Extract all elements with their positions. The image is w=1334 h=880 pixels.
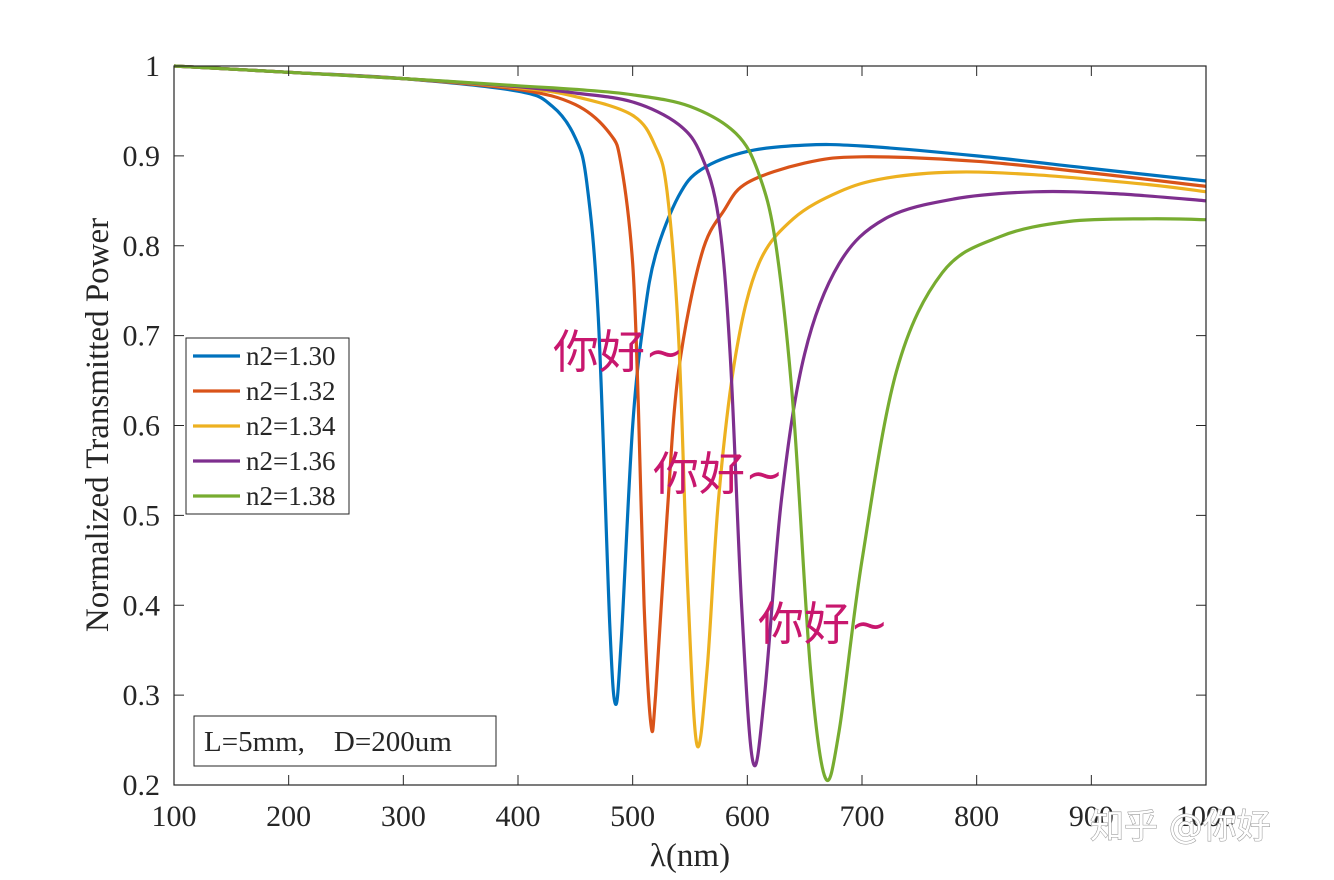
x-tick-label: 600 (725, 800, 770, 833)
y-tick-label: 0.9 (123, 140, 161, 173)
x-tick-label: 300 (381, 800, 426, 833)
series-line-1 (173, 64, 1207, 706)
y-tick-label: 1 (145, 50, 160, 83)
x-tick-label: 200 (266, 800, 311, 833)
watermark: 知乎 @你好 (1090, 807, 1271, 847)
y-tick-label: 0.7 (123, 320, 161, 353)
x-tick-label: 700 (840, 800, 885, 833)
x-tick-label: 400 (496, 800, 541, 833)
x-ticks: 100 200 300 400 500 600 700 800 900 1000 (152, 66, 1236, 833)
x-axis-label: λ(nm) (650, 838, 730, 874)
series-line-5 (173, 64, 1207, 782)
y-tick-label: 0.2 (123, 769, 161, 802)
y-tick-label: 0.8 (123, 230, 161, 263)
y-axis-label: Normalized Transmitted Power (80, 218, 116, 632)
annotation-box (193, 715, 497, 767)
y-tick-label: 0.5 (123, 499, 161, 532)
overlay-note-3: 你好~ (758, 597, 889, 651)
x-tick-label: 1000 (1176, 800, 1236, 833)
y-tick-label: 0.4 (123, 589, 161, 622)
series-line-2 (173, 64, 1207, 733)
y-ticks: 0.2 0.3 0.4 0.5 0.6 0.7 0.8 0.9 1 (123, 50, 1206, 802)
annotation-text: L=5mm, D=200um (204, 726, 452, 758)
legend-label: n2=1.38 (246, 481, 335, 511)
x-tick-label: 100 (152, 800, 197, 833)
y-tick-label: 0.3 (123, 679, 161, 712)
legend-label: n2=1.36 (246, 446, 335, 476)
series-layer (173, 64, 1207, 782)
x-tick-label: 800 (954, 800, 999, 833)
legend: n2=1.30 n2=1.32 n2=1.34 n2=1.36 n2=1.38 (185, 337, 350, 515)
x-tick-label: 500 (610, 800, 655, 833)
overlay-note-2: 你好~ (653, 447, 784, 501)
legend-label: n2=1.34 (246, 411, 336, 441)
parameter-annotation: L=5mm, D=200um (193, 715, 497, 767)
y-tick-label: 0.6 (123, 410, 161, 443)
legend-label: n2=1.30 (246, 341, 335, 371)
overlay-note-1: 你好~ (553, 325, 684, 379)
x-tick-label: 900 (1069, 800, 1114, 833)
legend-items: n2=1.30 n2=1.32 n2=1.34 n2=1.36 n2=1.38 (193, 341, 336, 511)
legend-label: n2=1.32 (246, 376, 335, 406)
